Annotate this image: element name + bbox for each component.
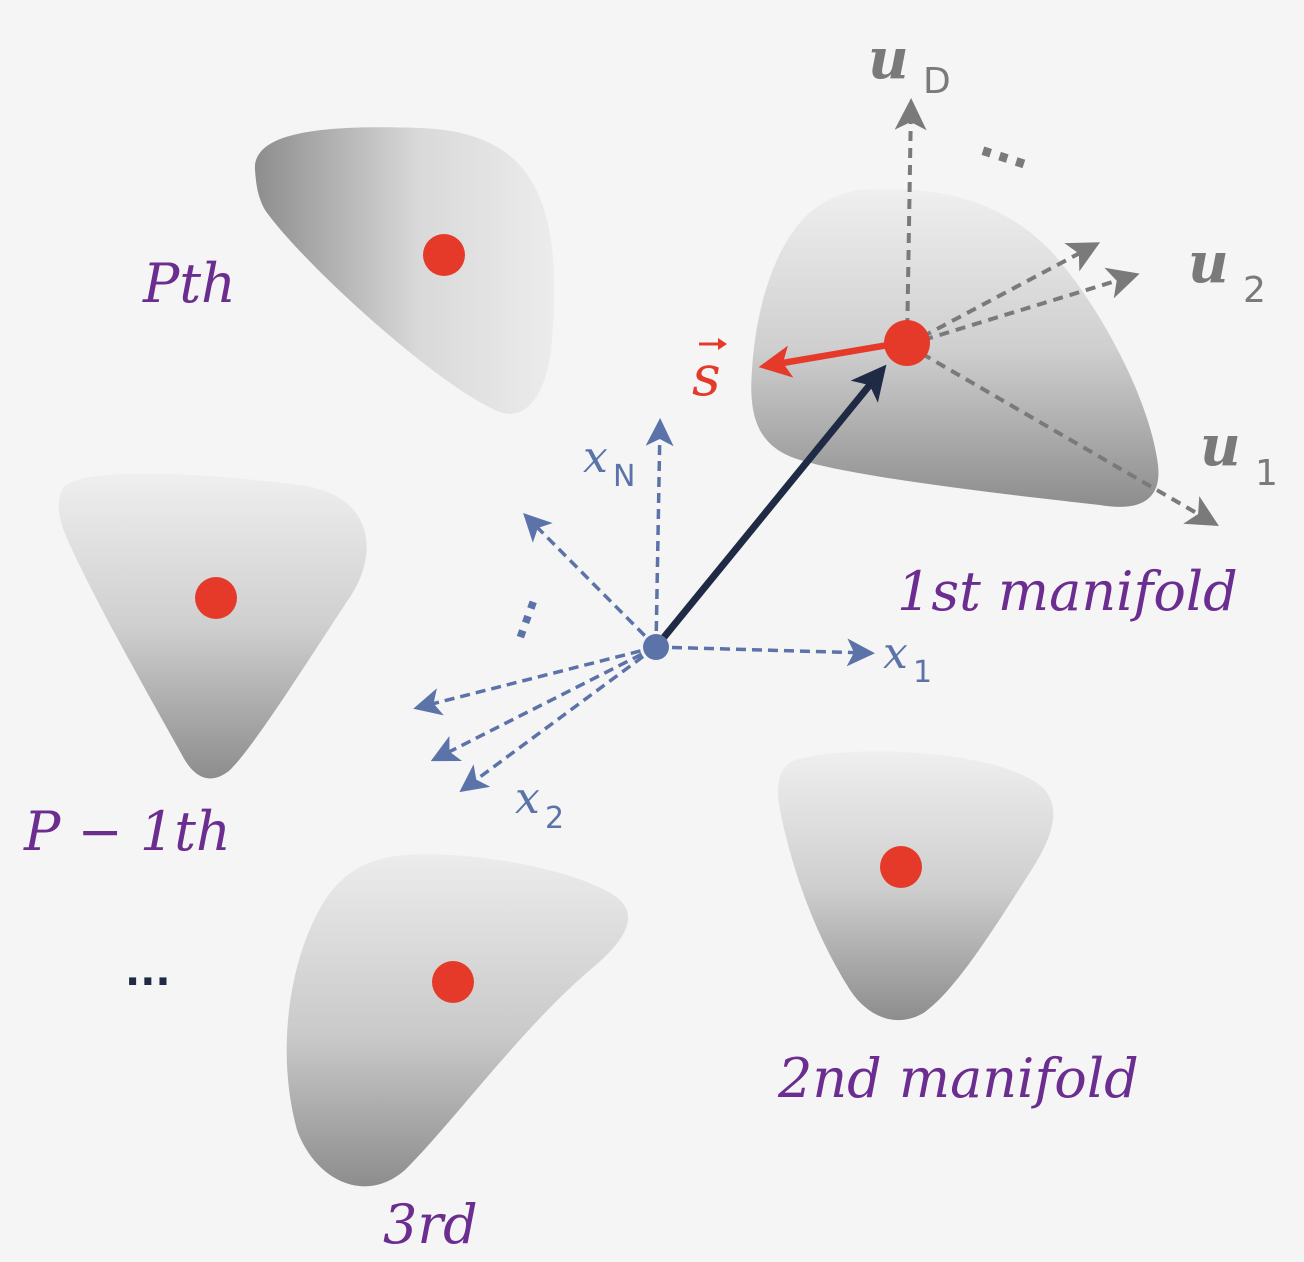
s-vector <box>758 339 901 378</box>
label-x1: x <box>883 628 908 679</box>
axis-u1 <box>905 343 1219 527</box>
label-xn-subscript: N <box>613 459 635 494</box>
s-vector-accent-icon <box>699 338 727 350</box>
center-dot-p-1th <box>195 577 237 619</box>
main-vector <box>653 364 887 650</box>
axis-u2b <box>906 267 1140 347</box>
manifold-axes <box>894 98 1219 527</box>
label-2nd-manifold: 2nd manifold <box>777 1047 1139 1110</box>
axis-u2a <box>906 242 1101 347</box>
label-u1: u <box>1200 413 1241 479</box>
label-ud-subscript: D <box>923 61 951 102</box>
axis-xdiag <box>523 513 658 649</box>
manifold-1st <box>751 189 1159 507</box>
label-u2: u <box>1188 230 1229 296</box>
label-ud: u <box>868 26 909 92</box>
manifold-pth <box>254 127 555 414</box>
label-u2-subscript: 2 <box>1243 270 1266 311</box>
center-dot-3rd <box>432 961 474 1003</box>
center-dot-1st <box>884 320 930 366</box>
ellipsis-axes: ... <box>489 587 548 646</box>
origin-dot <box>643 634 669 660</box>
label-3rd: 3rd <box>383 1193 478 1256</box>
axis-x1 <box>655 638 875 667</box>
label-s: s <box>692 344 721 409</box>
label-p-1th: P − 1th <box>23 800 231 863</box>
center-dot-pth <box>423 234 465 276</box>
axis-xn <box>645 418 674 648</box>
axis-x2b <box>430 645 657 762</box>
ambient-axes <box>413 418 875 793</box>
axis-ud <box>894 98 927 346</box>
manifold-p-1th <box>58 473 367 779</box>
axis-x2a <box>413 645 657 716</box>
label-x1-subscript: 1 <box>913 655 932 690</box>
ellipsis-top: ... <box>974 112 1041 180</box>
label-1st-manifold: 1st manifold <box>897 560 1238 623</box>
ellipsis-left: ... <box>125 949 171 995</box>
label-xn: x <box>583 432 608 483</box>
manifold-2nd <box>778 751 1054 1021</box>
center-dot-2nd <box>880 846 922 888</box>
label-x2: x <box>515 773 540 824</box>
axis-x2c <box>459 645 658 793</box>
manifold-3rd <box>286 854 629 1187</box>
label-pth: Pth <box>142 252 236 315</box>
label-u1-subscript: 1 <box>1255 453 1278 494</box>
label-x2-subscript: 2 <box>545 801 564 836</box>
